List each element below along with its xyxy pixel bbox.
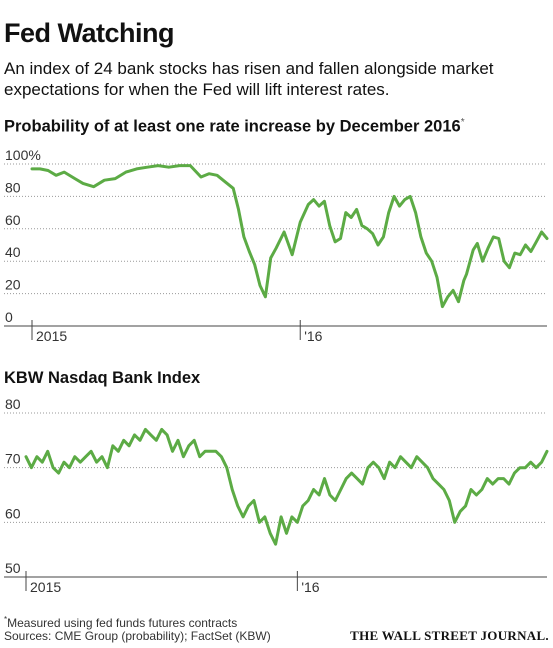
chart-1-x-tick-label: 2015 (36, 328, 67, 344)
chart-1-probability: 0 20 40 60 80 100% 2015 '16 (4, 147, 549, 344)
chart-1-title-marker: * (460, 117, 465, 128)
footnote-marker: * (4, 615, 8, 624)
chart-1-y-tick-label: 20 (5, 277, 21, 293)
chart-2-y-tick-label: 50 (5, 560, 21, 576)
chart-1-y-tick-label: 80 (5, 179, 21, 195)
chart-2-y-tick-label: 60 (5, 505, 21, 521)
footnote-text: Measured using fed funds futures contrac… (7, 616, 238, 630)
chart-2-series-line (24, 427, 549, 546)
subtitle: An index of 24 bank stocks has risen and… (4, 59, 494, 99)
chart-1-y-tick-label: 100% (5, 147, 41, 163)
chart-1-y-tick-label: 40 (5, 244, 21, 260)
footnote: *Measured using fed funds futures contra… (4, 612, 237, 631)
chart-1-y-tick-label: 0 (5, 309, 13, 325)
chart-2-y-tick-label: 70 (5, 451, 21, 467)
sources-note: Sources: CME Group (probability); FactSe… (4, 629, 271, 643)
chart-2-title: KBW Nasdaq Bank Index (4, 368, 200, 388)
chart-1-y-tick-label: 60 (5, 212, 21, 228)
chart-2-x-tick-label: 2015 (30, 579, 61, 595)
chart-2-x-tick-label: '16 (301, 579, 319, 595)
chart-2-y-tick-label: 80 (5, 396, 21, 412)
chart-2-kbw-index: 50 60 70 80 2015 '16 (4, 396, 549, 595)
chart-1-title: Probability of at least one rate increas… (4, 113, 465, 137)
chart-1-x-tick-label: '16 (304, 328, 322, 344)
wsj-logo: THE WALL STREET JOURNAL. (350, 628, 549, 643)
chart-1-title-text: Probability of at least one rate increas… (4, 117, 461, 136)
headline: Fed Watching (4, 18, 175, 48)
chart-2-title-text: KBW Nasdaq Bank Index (4, 369, 201, 387)
chart-1-series-line (30, 164, 549, 309)
